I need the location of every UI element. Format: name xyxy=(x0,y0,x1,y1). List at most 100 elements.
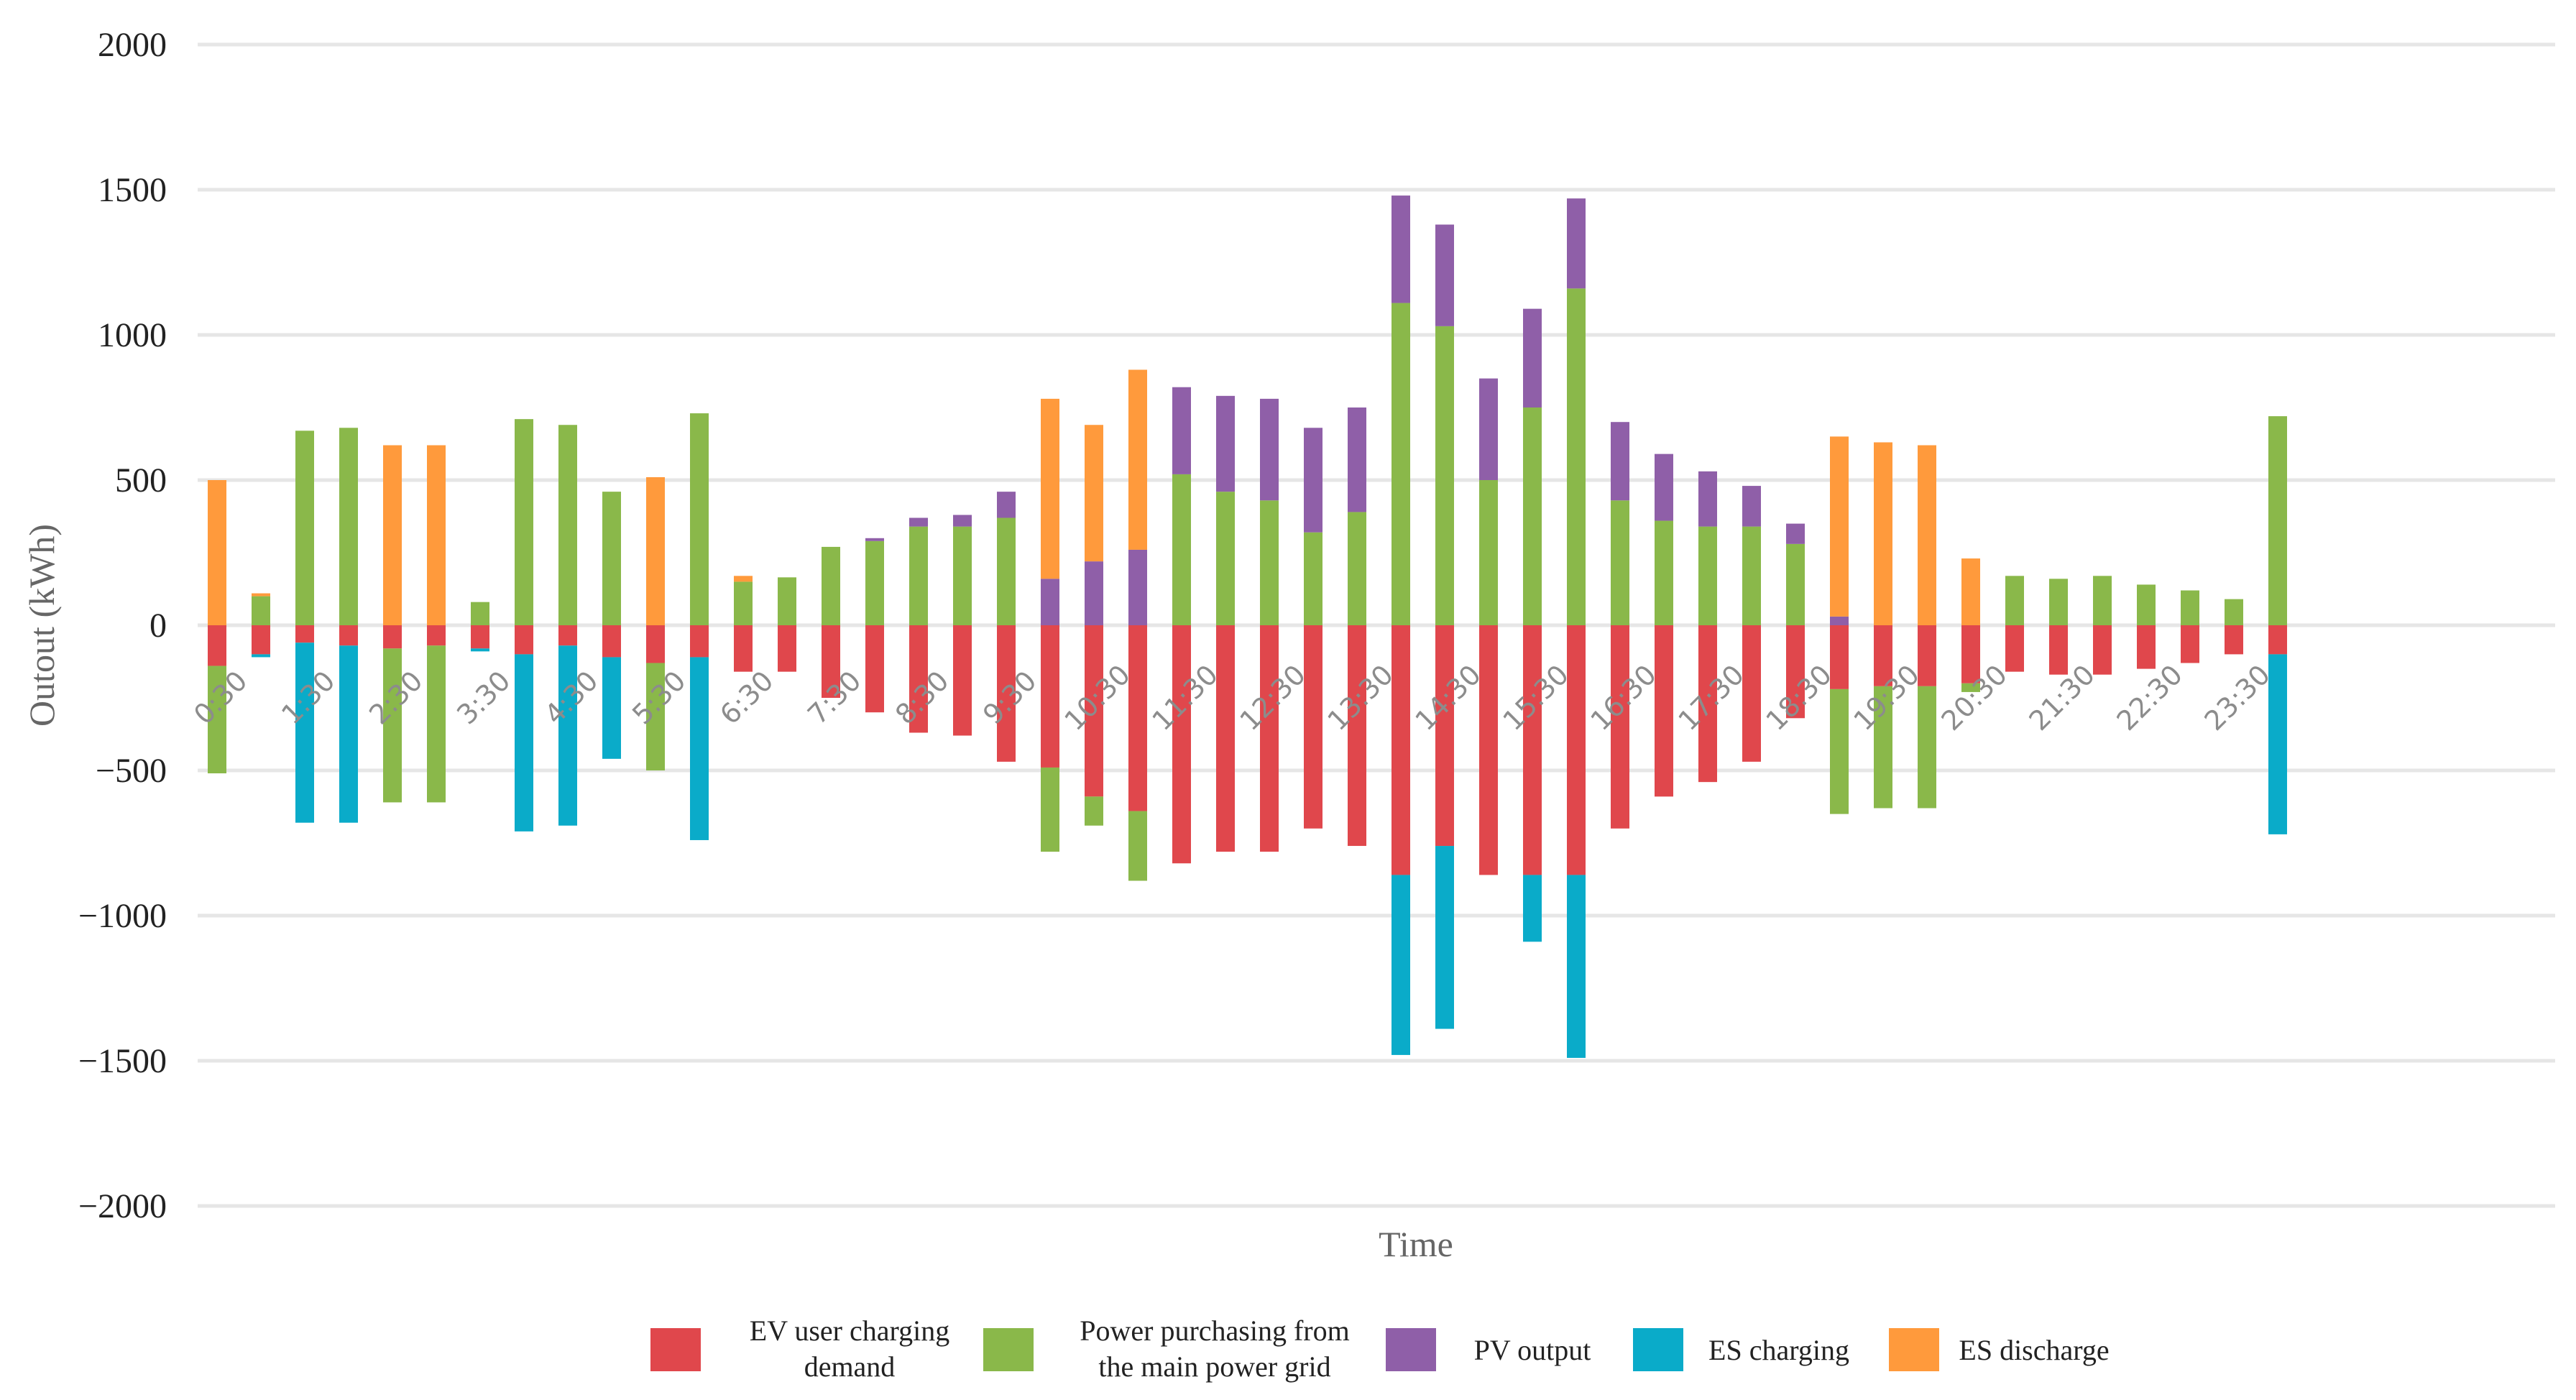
y-tick-label: −500 xyxy=(96,752,167,790)
bar-ev-user-charging-demand xyxy=(1172,625,1191,864)
bar-ev-user-charging-demand xyxy=(2268,625,2287,655)
bar-power-purchasing-from-the-main-power-grid xyxy=(1742,526,1761,625)
bar-power-purchasing-from-the-main-power-grid xyxy=(1172,474,1191,625)
legend-label-power-purchasing-from-the-main-power-grid: Power purchasing from the main power grid xyxy=(1080,1314,1349,1383)
bar-es-charging xyxy=(690,657,709,840)
bar-ev-user-charging-demand xyxy=(515,625,533,655)
bar-ev-user-charging-demand xyxy=(909,625,928,733)
y-tick-label: 2000 xyxy=(98,26,167,64)
bar-power-purchasing-from-the-main-power-grid xyxy=(690,413,709,625)
bar-pv-output xyxy=(997,492,1016,518)
y-tick-label: 500 xyxy=(115,461,167,499)
bar-ev-user-charging-demand xyxy=(646,625,665,663)
bar-power-purchasing-from-the-main-power-grid xyxy=(2137,584,2156,625)
bar-ev-user-charging-demand xyxy=(1085,625,1103,797)
bar-power-purchasing-from-the-main-power-grid xyxy=(1523,407,1542,625)
bar-power-purchasing-from-the-main-power-grid xyxy=(2093,576,2112,625)
bar-power-purchasing-from-the-main-power-grid xyxy=(1830,689,1849,814)
bar-power-purchasing-from-the-main-power-grid xyxy=(778,577,796,625)
y-axis-label: Outout (kWh) xyxy=(22,524,62,727)
bar-power-purchasing-from-the-main-power-grid xyxy=(252,596,270,625)
bar-power-purchasing-from-the-main-power-grid xyxy=(1085,796,1103,826)
bar-power-purchasing-from-the-main-power-grid xyxy=(471,602,489,625)
bar-power-purchasing-from-the-main-power-grid xyxy=(1786,543,1805,625)
bar-es-discharge xyxy=(208,480,226,625)
bar-pv-output xyxy=(1172,387,1191,474)
bar-pv-output xyxy=(1567,198,1586,289)
bar-ev-user-charging-demand xyxy=(471,625,489,649)
legend-swatch-es-discharge xyxy=(1889,1328,1939,1371)
legend-swatch-es-charging xyxy=(1633,1328,1683,1371)
bar-ev-user-charging-demand xyxy=(339,625,358,646)
bar-pv-output xyxy=(1742,486,1761,527)
legend-swatch-ev-user-charging-demand xyxy=(650,1328,701,1371)
bar-es-discharge xyxy=(734,576,753,582)
bar-power-purchasing-from-the-main-power-grid xyxy=(383,648,402,803)
bar-ev-user-charging-demand xyxy=(208,625,226,666)
bar-es-charging xyxy=(1523,875,1542,942)
legend-label-es-charging: ES charging xyxy=(1708,1334,1849,1366)
bar-pv-output xyxy=(1304,428,1322,533)
bar-power-purchasing-from-the-main-power-grid xyxy=(1392,303,1410,625)
bar-pv-output xyxy=(1611,422,1629,501)
bar-power-purchasing-from-the-main-power-grid xyxy=(1611,500,1629,625)
bar-pv-output xyxy=(1655,453,1673,521)
bar-power-purchasing-from-the-main-power-grid xyxy=(295,430,314,625)
bar-es-discharge xyxy=(252,593,270,597)
bar-ev-user-charging-demand xyxy=(1041,625,1059,768)
bar-pv-output xyxy=(1128,549,1147,625)
gridlines xyxy=(198,42,2555,1208)
y-axis-ticks: 2000 1500 1000 500 0 −500 −1000 −1500 −2000 xyxy=(78,26,167,1225)
y-tick-label: 1500 xyxy=(98,171,167,209)
bar-power-purchasing-from-the-main-power-grid xyxy=(1041,767,1059,852)
bar-power-purchasing-from-the-main-power-grid xyxy=(515,419,533,625)
bar-pv-output xyxy=(953,515,972,527)
bar-power-purchasing-from-the-main-power-grid xyxy=(1216,492,1235,625)
bar-ev-user-charging-demand xyxy=(2093,625,2112,675)
bar-es-charging xyxy=(1435,846,1454,1029)
bar-power-purchasing-from-the-main-power-grid xyxy=(1698,526,1717,625)
bar-es-charging xyxy=(339,645,358,823)
bar-power-purchasing-from-the-main-power-grid xyxy=(865,540,884,625)
bar-ev-user-charging-demand xyxy=(1216,625,1235,852)
bar-ev-user-charging-demand xyxy=(1260,625,1279,852)
bar-pv-output xyxy=(1435,224,1454,326)
legend-label-es-discharge: ES discharge xyxy=(1959,1334,2109,1366)
bar-power-purchasing-from-the-main-power-grid xyxy=(1479,480,1498,625)
bar-power-purchasing-from-the-main-power-grid xyxy=(2268,416,2287,625)
bar-ev-user-charging-demand xyxy=(252,625,270,655)
bar-ev-user-charging-demand xyxy=(427,625,446,646)
bar-ev-user-charging-demand xyxy=(1918,625,1936,686)
bar-pv-output xyxy=(1523,308,1542,407)
bar-ev-user-charging-demand xyxy=(1830,625,1849,689)
bar-ev-user-charging-demand xyxy=(997,625,1016,762)
bar-ev-user-charging-demand xyxy=(865,625,884,713)
x-tick-label: 22:30 xyxy=(2111,659,2189,737)
bar-es-charging xyxy=(471,648,489,652)
bar-power-purchasing-from-the-main-power-grid xyxy=(2225,599,2243,625)
bar-pv-output xyxy=(865,538,884,541)
bar-power-purchasing-from-the-main-power-grid xyxy=(208,666,226,774)
bar-ev-user-charging-demand xyxy=(778,625,796,672)
bar-power-purchasing-from-the-main-power-grid xyxy=(953,526,972,625)
bar-es-discharge xyxy=(1961,558,1980,625)
bar-ev-user-charging-demand xyxy=(822,625,840,698)
bar-power-purchasing-from-the-main-power-grid xyxy=(2049,579,2068,625)
bar-power-purchasing-from-the-main-power-grid xyxy=(1128,811,1147,881)
bar-power-purchasing-from-the-main-power-grid xyxy=(734,581,753,625)
bar-ev-user-charging-demand xyxy=(1611,625,1629,829)
bar-ev-user-charging-demand xyxy=(1874,625,1892,686)
bar-pv-output xyxy=(1392,195,1410,303)
bar-ev-user-charging-demand xyxy=(2005,625,2024,672)
bar-ev-user-charging-demand xyxy=(2225,625,2243,655)
bar-ev-user-charging-demand xyxy=(602,625,621,658)
bar-power-purchasing-from-the-main-power-grid xyxy=(602,492,621,625)
bar-pv-output xyxy=(909,517,928,527)
bar-power-purchasing-from-the-main-power-grid xyxy=(1961,683,1980,692)
bar-es-discharge xyxy=(1041,398,1059,579)
legend: EV user charging demand Power purchasing f… xyxy=(650,1314,2110,1383)
bar-ev-user-charging-demand xyxy=(1742,625,1761,762)
bar-power-purchasing-from-the-main-power-grid xyxy=(2181,590,2199,625)
y-tick-label: −1000 xyxy=(78,897,167,935)
